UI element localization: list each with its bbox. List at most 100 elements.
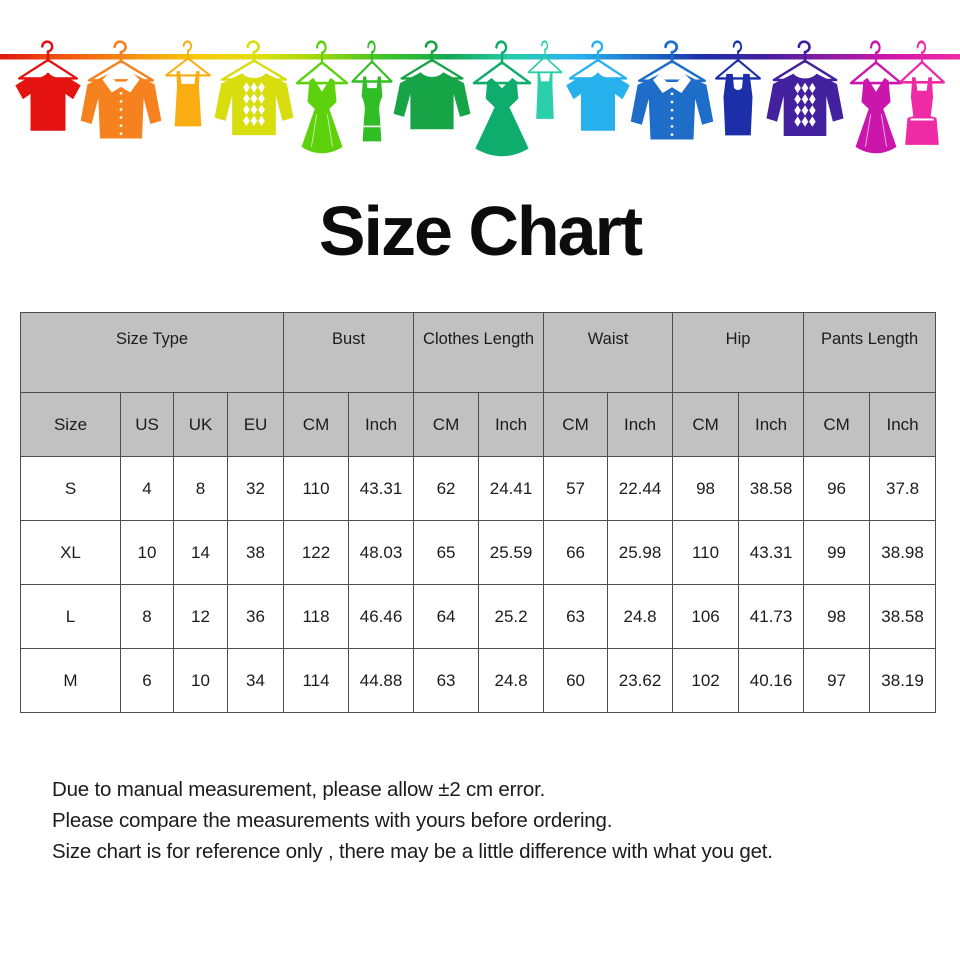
hanging-shirt-orange-icon	[80, 40, 162, 139]
value-cell: 38.58	[738, 456, 805, 521]
value-cell: 63	[543, 584, 609, 649]
value-cell: 24.8	[478, 648, 545, 713]
value-cell: 22.44	[607, 456, 674, 521]
hanging-sweater-purple-icon	[766, 40, 844, 136]
note-line-2: Please compare the measurements with you…	[52, 809, 613, 832]
value-cell: 24.8	[607, 584, 674, 649]
hanging-sweater-green-icon	[393, 40, 471, 130]
value-cell: 8	[120, 584, 174, 649]
value-cell: 34	[226, 648, 285, 713]
hanging-dress-brightgreen-icon	[295, 40, 349, 154]
value-cell: 96	[803, 456, 871, 521]
group-header-bust: Bust	[283, 312, 415, 393]
value-cell: 37.8	[869, 456, 937, 521]
value-cell: 57	[543, 456, 609, 521]
value-cell: 6	[120, 648, 174, 713]
value-cell: 118	[283, 584, 350, 649]
sub-header-13-inch: Inch	[869, 392, 937, 457]
sub-header-6-cm: CM	[413, 392, 480, 457]
note-line-1: Due to manual measurement, please allow …	[52, 778, 546, 801]
hanging-sweater-yellowgreen-icon	[214, 40, 294, 136]
value-cell: 63	[413, 648, 480, 713]
value-cell: 38.58	[869, 584, 937, 649]
value-cell: 38.19	[869, 648, 937, 713]
sub-header-12-cm: CM	[803, 392, 871, 457]
hanging-shirt-blue-icon	[630, 40, 714, 140]
group-header-hip: Hip	[672, 312, 805, 393]
sub-header-7-inch: Inch	[478, 392, 545, 457]
sub-header-8-cm: CM	[543, 392, 609, 457]
hanging-camidress-pink-icon	[899, 40, 945, 145]
size-row-xl: XL 10 14 38 122 48.03 65 25.59 66 25.98 110 43.31 99…	[20, 520, 937, 585]
value-cell: 38	[226, 520, 285, 585]
hanging-tankdress-green-icon	[351, 40, 393, 142]
size-row-l: L 8 12 36 118 46.46 64 25.2 63 24.8 106 41.73 98 38.5…	[20, 584, 937, 649]
sub-header-10-cm: CM	[672, 392, 740, 457]
value-cell: 23.62	[607, 648, 674, 713]
value-cell: 41.73	[738, 584, 805, 649]
sub-header-1-us: US	[120, 392, 174, 457]
value-cell: 102	[672, 648, 740, 713]
hanging-camisole-yellow-icon	[165, 40, 211, 127]
value-cell: 65	[413, 520, 480, 585]
sub-header-0-size: Size	[20, 392, 121, 457]
sub-header-2-uk: UK	[173, 392, 228, 457]
value-cell: 98	[803, 584, 871, 649]
value-cell: 25.59	[478, 520, 545, 585]
value-cell: 114	[283, 648, 350, 713]
value-cell: 66	[543, 520, 609, 585]
size-label-cell: L	[20, 584, 121, 649]
value-cell: 4	[120, 456, 174, 521]
value-cell: 14	[173, 520, 228, 585]
size-label-cell: S	[20, 456, 121, 521]
hanging-tank-teal-icon	[527, 40, 563, 119]
sub-header-4-cm: CM	[283, 392, 350, 457]
group-header-clothes-length: Clothes Length	[413, 312, 545, 393]
group-header-waist: Waist	[543, 312, 674, 393]
clothesline-banner	[0, 40, 960, 157]
value-cell: 43.31	[738, 520, 805, 585]
hanging-dress-magenta-icon	[849, 40, 903, 154]
value-cell: 44.88	[348, 648, 415, 713]
hanging-tshirt-red-icon	[15, 40, 81, 131]
value-cell: 10	[120, 520, 174, 585]
size-label-cell: M	[20, 648, 121, 713]
clothesline-rope	[0, 54, 960, 60]
value-cell: 10	[173, 648, 228, 713]
measurement-notes: Due to manual measurement, please allow …	[52, 777, 960, 865]
size-table: Size Type Bust Clothes Length Waist Hip Pants…	[19, 312, 937, 713]
value-cell: 110	[283, 456, 350, 521]
value-cell: 60	[543, 648, 609, 713]
sub-header-9-inch: Inch	[607, 392, 674, 457]
value-cell: 106	[672, 584, 740, 649]
value-cell: 43.31	[348, 456, 415, 521]
hanging-dress-emerald-icon	[472, 40, 532, 157]
hanging-tank-navy-icon	[715, 40, 761, 136]
value-cell: 62	[413, 456, 480, 521]
value-cell: 24.41	[478, 456, 545, 521]
sub-header-3-eu: EU	[226, 392, 285, 457]
value-cell: 12	[173, 584, 228, 649]
note-line-3: Size chart is for reference only , there…	[52, 840, 773, 863]
value-cell: 36	[226, 584, 285, 649]
value-cell: 25.2	[478, 584, 545, 649]
value-cell: 99	[803, 520, 871, 585]
value-cell: 110	[672, 520, 740, 585]
value-cell: 64	[413, 584, 480, 649]
size-label-cell: XL	[20, 520, 121, 585]
group-header-size-type: Size Type	[19, 312, 285, 393]
value-cell: 48.03	[348, 520, 415, 585]
size-row-m: M 6 10 34 114 44.88 63 24.8 60 23.62 102 40.16 97 38.…	[20, 648, 937, 713]
value-cell: 38.98	[869, 520, 937, 585]
size-row-s: S 4 8 32 110 43.31 62 24.41 57 22.44 98 38.58 96 37.8	[20, 456, 937, 521]
group-header-pants-length: Pants Length	[803, 312, 937, 393]
sub-header-11-inch: Inch	[738, 392, 805, 457]
value-cell: 97	[803, 648, 871, 713]
value-cell: 122	[283, 520, 350, 585]
value-cell: 25.98	[607, 520, 674, 585]
value-cell: 98	[672, 456, 740, 521]
hanging-tshirt-cyan-icon	[566, 40, 630, 131]
value-cell: 32	[226, 456, 285, 521]
page-title: Size Chart	[318, 192, 643, 270]
value-cell: 40.16	[738, 648, 805, 713]
